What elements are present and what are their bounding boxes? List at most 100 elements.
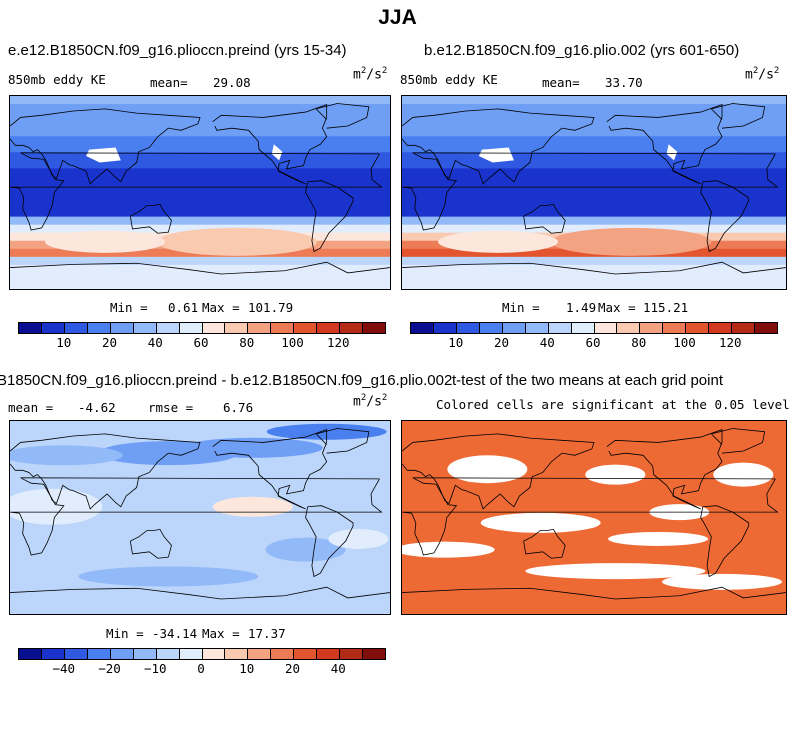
colorbar-cell — [225, 323, 249, 333]
panel-tr-case-title: b.e12.B1850CN.f09_g16.plio.002 (yrs 601-… — [424, 42, 740, 59]
non-significant-area — [480, 512, 601, 533]
ke-band — [402, 264, 786, 274]
coastline — [10, 108, 201, 185]
coastline — [402, 261, 786, 275]
panel-br-note: Colored cells are significant at the 0.0… — [436, 397, 790, 412]
colorbar-cell — [19, 649, 42, 659]
colorbar-tick-label: 100 — [673, 335, 696, 350]
ke-band — [10, 280, 390, 289]
colorbar-cell — [64, 649, 88, 659]
panel-br-map — [401, 420, 787, 615]
coastline — [10, 586, 390, 600]
masked-terrain — [478, 147, 514, 163]
panel-bl-mean-value: -4.62 — [78, 400, 116, 415]
colorbar-tick-label: 10 — [448, 335, 464, 350]
colorbar-cell — [294, 323, 318, 333]
ke-band — [10, 168, 390, 178]
colorbar-tick-label: 0 — [197, 661, 205, 676]
ke-band — [402, 224, 786, 234]
colorbar-tick-label: 40 — [147, 335, 163, 350]
panel-tl-mean-label: mean= — [150, 75, 188, 90]
coastline — [523, 528, 566, 559]
colorbar-tick-label: 10 — [56, 335, 72, 350]
coastline — [10, 261, 390, 275]
panel-tl-variable: 850mb eddy KE — [8, 72, 106, 87]
colorbar-cell — [686, 323, 710, 333]
colorbar-cell — [179, 323, 203, 333]
colorbar-cell — [271, 323, 295, 333]
diff-region — [182, 437, 323, 458]
ke-band — [402, 256, 786, 266]
colorbar-tick-label: 80 — [631, 335, 647, 350]
ke-band — [402, 208, 786, 218]
colorbar-cell — [433, 323, 457, 333]
colorbar-cell — [133, 649, 157, 659]
masked-terrain — [86, 147, 121, 163]
colorbar-cell — [64, 323, 88, 333]
ke-band — [10, 104, 390, 113]
ke-band — [402, 120, 786, 129]
colorbar-cell — [411, 323, 434, 333]
ke-band — [402, 176, 786, 186]
ke-band — [10, 160, 390, 169]
ke-band — [10, 264, 390, 274]
ke-band — [10, 152, 390, 161]
colorbar-cell — [363, 649, 385, 659]
colorbar-cell — [594, 323, 618, 333]
ke-band — [402, 272, 786, 282]
ke-max-region — [45, 230, 165, 253]
coastline — [710, 103, 766, 129]
panel-tl-max-value: 101.79 — [248, 300, 294, 315]
colorbar-tick-label: −10 — [143, 661, 167, 676]
colorbar-tick-label: 10 — [239, 661, 255, 676]
panel-bl-colorbar — [18, 648, 386, 660]
panel-bl-rmse-label: rmse = — [148, 400, 194, 415]
colorbar-cell — [179, 649, 203, 659]
ke-band — [402, 192, 786, 202]
colorbar-tick-label: 120 — [718, 335, 742, 350]
colorbar-tick-label: 20 — [101, 335, 118, 350]
coastline — [10, 477, 383, 556]
colorbar-cell — [87, 649, 111, 659]
ke-band — [402, 136, 786, 145]
figure-title: JJA — [378, 6, 417, 29]
colorbar-cell — [248, 649, 272, 659]
ke-band — [402, 216, 786, 226]
ke-band — [10, 224, 390, 234]
coastline — [315, 428, 370, 454]
coastline — [10, 152, 383, 231]
panel-tl-colorbar — [18, 322, 386, 334]
colorbar-cell — [294, 649, 318, 659]
ke-band — [10, 200, 390, 210]
coastline — [129, 528, 172, 559]
ke-band — [10, 192, 390, 202]
colorbar-cell — [156, 649, 180, 659]
panel-tl-case-title: e.e12.B1850CN.f09_g16.plioccn.preind (yr… — [8, 42, 347, 59]
colorbar-cell — [363, 323, 385, 333]
colorbar-cell — [19, 323, 42, 333]
coastline — [402, 433, 595, 510]
ke-band — [10, 120, 390, 129]
coastline — [606, 429, 723, 510]
panel-tl-map — [9, 95, 391, 290]
diff-region — [265, 537, 346, 562]
colorbar-tick-label: 60 — [193, 335, 209, 350]
masked-terrain — [271, 144, 283, 161]
colorbar-cell — [732, 323, 756, 333]
colorbar-cell — [317, 649, 341, 659]
colorbar-cell — [571, 323, 595, 333]
colorbar-cell — [317, 323, 341, 333]
colorbar-cell — [525, 323, 549, 333]
ke-max-region — [438, 230, 558, 253]
ke-band — [10, 208, 390, 218]
panel-tr-variable: 850mb eddy KE — [400, 72, 498, 87]
ke-band — [10, 128, 390, 137]
panel-bl-map — [9, 420, 391, 615]
diff-region — [328, 528, 389, 549]
panel-tr-mean-label: mean= — [542, 75, 580, 90]
colorbar-cell — [663, 323, 687, 333]
panel-tr-min-label: Min = — [502, 300, 540, 315]
panel-tl-units: m2/s2 — [353, 66, 388, 83]
colorbar-cell — [41, 649, 65, 659]
coastline — [315, 103, 370, 129]
